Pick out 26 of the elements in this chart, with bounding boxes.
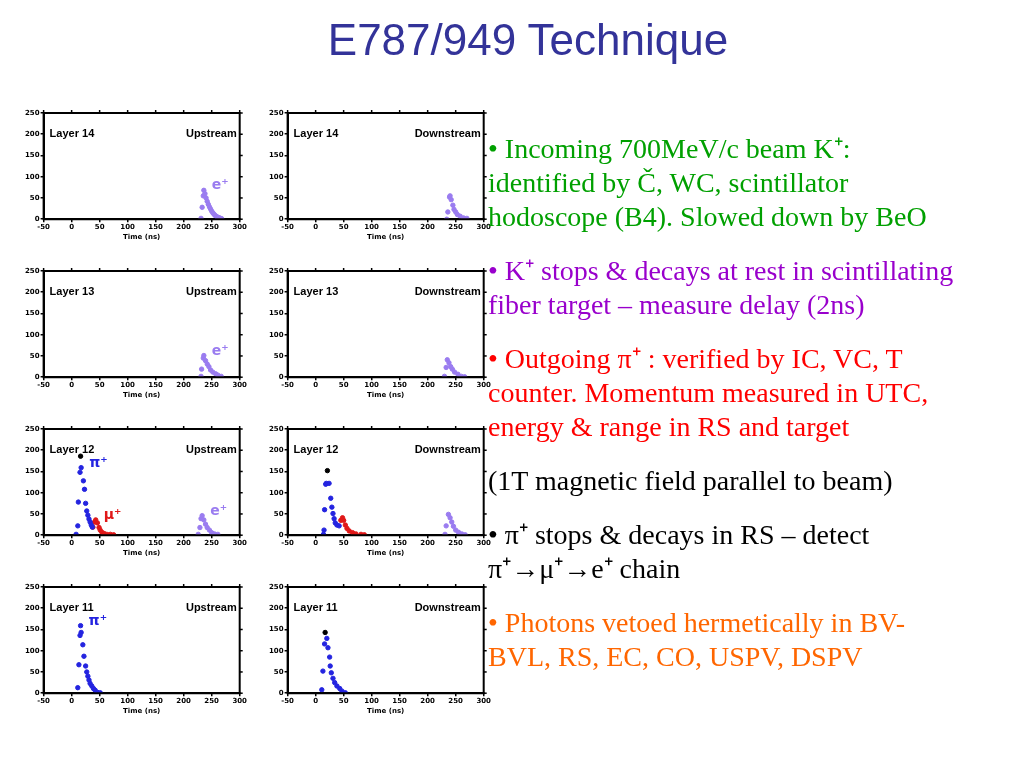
text: (1T magnetic field parallel to beam) bbox=[488, 464, 894, 498]
text: Layer 13 bbox=[293, 285, 339, 297]
text: Layer 12 bbox=[293, 443, 339, 455]
text: Upstream bbox=[185, 127, 237, 139]
text: Layer 11 bbox=[49, 601, 94, 613]
text: E787/949 Technique bbox=[326, 15, 730, 65]
text: Downstream bbox=[414, 601, 481, 613]
text: π⁺ bbox=[88, 611, 108, 628]
text: • Photons vetoed hermetically in BV- BVL, RS, EC, CO, USPV, DSPV bbox=[488, 606, 907, 674]
text: Layer 14 bbox=[293, 127, 340, 139]
text: Downstream bbox=[414, 127, 481, 139]
text: e⁺ bbox=[210, 501, 228, 518]
text: Layer 14 bbox=[49, 127, 96, 139]
text: Downstream bbox=[414, 285, 481, 297]
text: Layer 12 bbox=[49, 443, 95, 455]
text: Upstream bbox=[185, 443, 237, 455]
text: Layer 13 bbox=[49, 285, 95, 297]
text: e⁺ bbox=[211, 341, 229, 358]
text: π⁺ bbox=[89, 453, 108, 470]
text: μ⁺ bbox=[103, 505, 122, 522]
text: Upstream bbox=[185, 601, 237, 613]
text: e⁺ bbox=[211, 176, 229, 193]
text: • K⁺ stops & decays at rest in scintillating fiber target – measure delay (2ns) bbox=[488, 254, 955, 322]
text: Layer 11 bbox=[293, 601, 338, 613]
text: Upstream bbox=[185, 285, 237, 297]
text: Downstream bbox=[414, 443, 481, 455]
